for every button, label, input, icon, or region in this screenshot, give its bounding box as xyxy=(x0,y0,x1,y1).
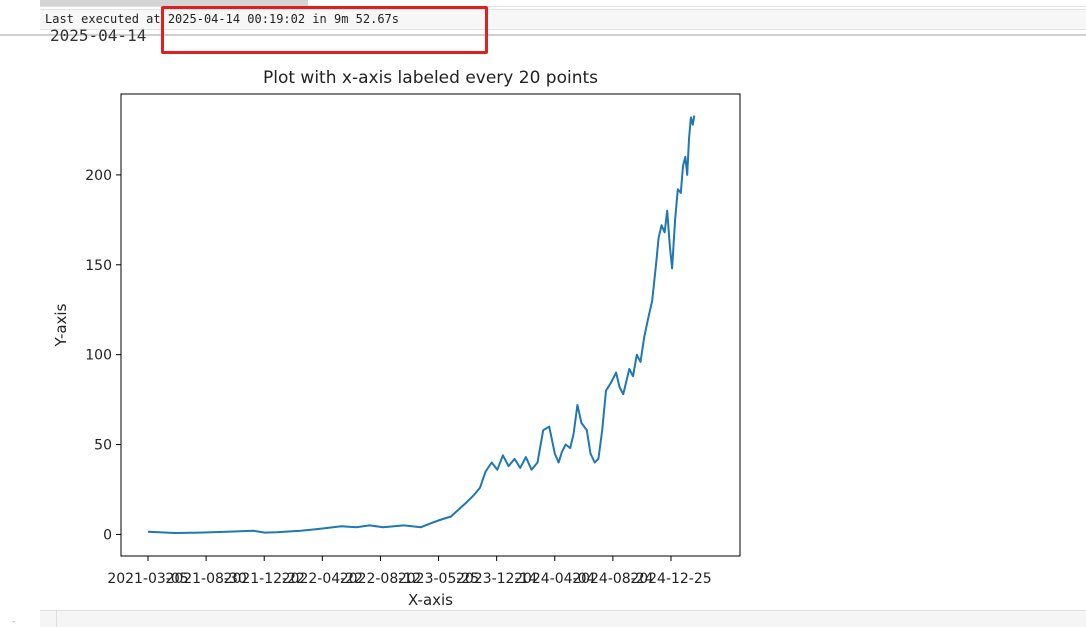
y-tick-label: 200 xyxy=(85,168,112,184)
y-tick-label: 50 xyxy=(94,438,112,454)
y-tick-label: 0 xyxy=(103,527,112,543)
next-cell[interactable] xyxy=(40,610,1086,627)
cell-divider xyxy=(0,34,1086,36)
x-tick-label: 2022-08-12 xyxy=(340,571,421,587)
execution-status-bar: Last executed at 2025-04-14 00:19:02 in … xyxy=(40,9,1086,30)
series-line-0 xyxy=(147,115,696,534)
date-output-text: 2025-04-14 xyxy=(50,26,147,45)
x-tick-label: 2024-12-25 xyxy=(630,571,711,587)
y-tick-label: 100 xyxy=(85,348,112,364)
y-axis-label: Y-axis xyxy=(52,303,70,347)
next-cell-prompt: - xyxy=(12,617,16,627)
axes-frame xyxy=(120,93,741,557)
execution-status-text: Last executed at 2025-04-14 00:19:02 in … xyxy=(45,12,400,26)
divider xyxy=(40,6,1086,7)
horizontal-scrollbar[interactable] xyxy=(40,0,308,6)
x-axis-label: X-axis xyxy=(408,591,453,609)
y-tick-label: 150 xyxy=(85,258,112,274)
x-tick-label: 2023-12-14 xyxy=(456,571,537,587)
chart-title: Plot with x-axis labeled every 20 points xyxy=(263,68,598,88)
next-cell-gutter xyxy=(56,611,57,627)
x-tick-label: 2021-03-05 xyxy=(107,571,188,587)
x-tick-label: 2023-05-25 xyxy=(398,571,479,587)
x-tick-label: 2021-12-22 xyxy=(224,571,305,587)
x-tick-label: 2024-04-04 xyxy=(514,571,595,587)
x-tick-label: 2022-04-22 xyxy=(282,571,363,587)
x-tick-label: 2024-08-24 xyxy=(572,571,653,587)
x-tick-label: 2021-08-30 xyxy=(165,571,246,587)
